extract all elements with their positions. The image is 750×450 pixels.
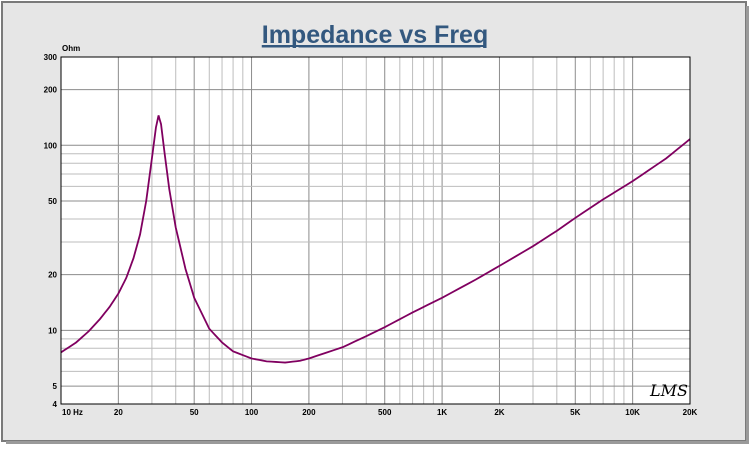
x-tick-label: 2K xyxy=(494,408,504,417)
x-tick-label: 500 xyxy=(378,408,392,417)
plot-border xyxy=(60,56,691,405)
lms-logo: LMS xyxy=(649,381,688,400)
y-tick-label: 4 xyxy=(53,400,58,409)
x-tick-labels: 10 Hz 20 50 100 200 500 1K 2K 5K 10K 20K xyxy=(62,408,698,417)
x-tick-label: 50 xyxy=(190,408,199,417)
y-tick-labels: 300 200 100 50 20 10 5 4 xyxy=(44,53,58,409)
y-tick-label: 100 xyxy=(44,141,58,150)
y-tick-label: 10 xyxy=(48,326,57,335)
x-tick-label: 1K xyxy=(437,408,447,417)
chart-shadow-right xyxy=(746,6,749,443)
y-tick-label: 50 xyxy=(48,197,57,206)
grid-lines xyxy=(60,56,691,405)
chart-title: Impedance vs Freq xyxy=(262,21,488,49)
chart-shadow-bottom xyxy=(6,441,749,444)
y-tick-label: 200 xyxy=(44,86,58,95)
x-tick-label: 10 Hz xyxy=(62,408,83,417)
y-tick-label: 20 xyxy=(48,271,57,280)
x-tick-label: 5K xyxy=(570,408,580,417)
impedance-series-line xyxy=(60,115,691,364)
y-tick-label: 300 xyxy=(44,53,58,62)
x-tick-label: 20 xyxy=(114,408,123,417)
x-tick-label: 20K xyxy=(683,408,698,417)
x-tick-label: 200 xyxy=(302,408,316,417)
plot-area xyxy=(60,56,691,405)
y-tick-label: 5 xyxy=(53,382,58,391)
y-axis-unit: Ohm xyxy=(62,44,80,53)
x-tick-label: 100 xyxy=(245,408,259,417)
x-tick-label: 10K xyxy=(625,408,640,417)
